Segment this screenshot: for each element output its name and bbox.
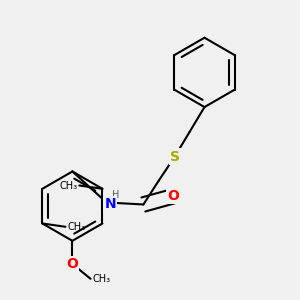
Text: CH₃: CH₃ — [59, 181, 78, 190]
Text: S: S — [170, 150, 180, 164]
Text: CH₃: CH₃ — [67, 222, 85, 232]
Text: O: O — [67, 257, 78, 271]
Text: O: O — [167, 189, 179, 203]
Text: CH₃: CH₃ — [92, 274, 110, 284]
Text: N: N — [105, 197, 116, 212]
Text: H: H — [112, 190, 119, 200]
